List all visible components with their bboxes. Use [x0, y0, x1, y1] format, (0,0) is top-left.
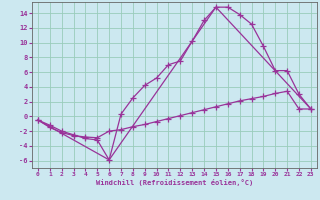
X-axis label: Windchill (Refroidissement éolien,°C): Windchill (Refroidissement éolien,°C): [96, 179, 253, 186]
